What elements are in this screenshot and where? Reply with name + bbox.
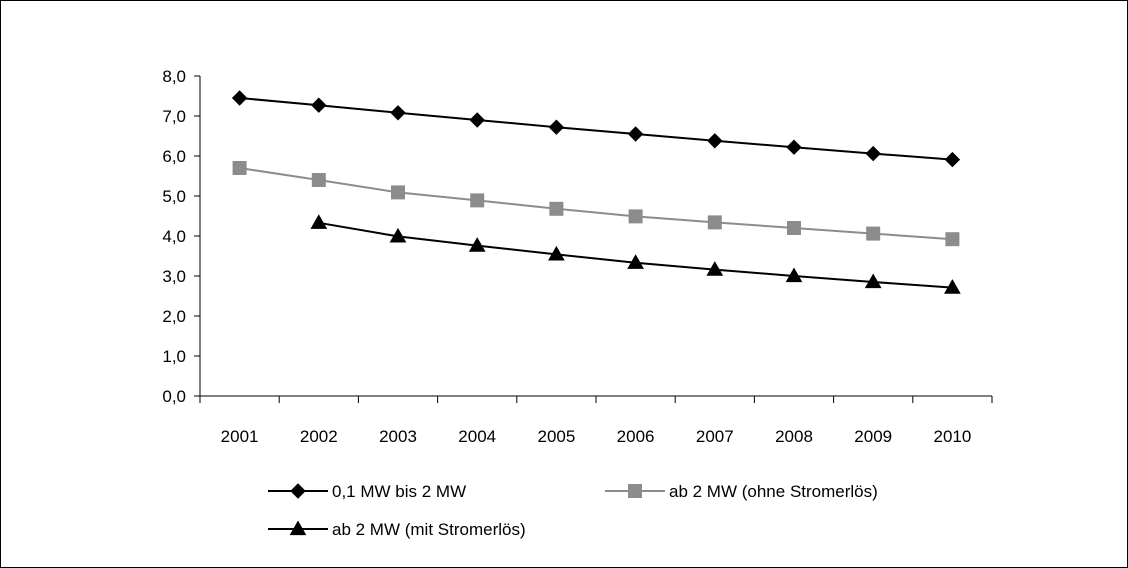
legend-entry-1: 0,1 MW bis 2 MW — [268, 482, 466, 501]
legend-entry-3: ab 2 MW (mit Stromerlös) — [268, 520, 526, 539]
series-line — [239, 97, 953, 161]
legend-entry-2: ab 2 MW (ohne Stromerlös) — [605, 482, 878, 501]
y-tick-label: 6,0 — [162, 147, 186, 166]
x-tick-label: 2008 — [775, 427, 813, 446]
series-line — [239, 167, 953, 241]
data-point — [391, 185, 405, 200]
data-point — [548, 119, 565, 135]
chart-axes: 0,0 1,0 2,0 3,0 4,0 5,0 6,0 7,0 8,0 2001 2002 2003 2… — [162, 67, 993, 446]
data-point — [627, 254, 644, 269]
data-point — [786, 139, 802, 155]
series-2 — [232, 161, 960, 247]
data-point — [390, 105, 406, 121]
y-tick-label: 4,0 — [162, 227, 186, 246]
data-point — [389, 227, 407, 243]
y-tick-label: 7,0 — [162, 107, 186, 126]
data-point — [311, 97, 327, 113]
data-point — [706, 261, 724, 276]
data-point — [469, 112, 485, 128]
y-tick-label: 2,0 — [162, 307, 186, 326]
legend-swatch-marker — [289, 520, 307, 536]
data-point — [468, 237, 486, 252]
x-tick-label: 2001 — [221, 427, 259, 446]
series-layer — [231, 90, 961, 294]
data-point — [787, 221, 801, 235]
data-point — [864, 273, 882, 289]
x-tick-label: 2009 — [854, 427, 892, 446]
legend-label: ab 2 MW (mit Stromerlös) — [332, 520, 526, 539]
data-point — [785, 267, 803, 283]
y-tick-label: 8,0 — [162, 67, 186, 86]
x-tick-label: 2004 — [458, 427, 496, 446]
data-point — [310, 214, 328, 229]
data-point — [707, 215, 722, 230]
x-tick-label: 2002 — [300, 427, 338, 446]
legend-label: ab 2 MW (ohne Stromerlös) — [669, 482, 878, 501]
legend: 0,1 MW bis 2 MW ab 2 MW (ohne Stromerlös)… — [268, 482, 878, 539]
data-point — [707, 133, 723, 149]
data-point — [232, 161, 247, 175]
x-tick-label: 2007 — [696, 427, 734, 446]
data-point — [944, 151, 961, 168]
y-tick-label: 0,0 — [162, 387, 186, 406]
x-tick-label: 2006 — [617, 427, 655, 446]
legend-swatch-marker — [628, 484, 642, 498]
y-tick-label: 5,0 — [162, 187, 186, 206]
data-point — [944, 279, 961, 294]
y-tick-label: 3,0 — [162, 267, 186, 286]
data-point — [470, 193, 485, 208]
data-point — [865, 145, 881, 162]
x-tick-label: 2010 — [933, 427, 971, 446]
data-point — [945, 232, 960, 247]
series-3 — [310, 214, 961, 294]
data-point — [549, 201, 564, 216]
data-point — [627, 126, 644, 142]
legend-swatch-marker — [290, 483, 306, 499]
legend-label: 0,1 MW bis 2 MW — [332, 482, 466, 501]
y-tick-label: 1,0 — [162, 347, 186, 366]
x-tick-label: 2003 — [379, 427, 417, 446]
data-point — [628, 209, 643, 224]
data-point — [548, 245, 565, 261]
data-point — [866, 226, 881, 241]
series-1 — [231, 90, 961, 168]
data-point — [311, 173, 326, 187]
x-tick-label: 2005 — [537, 427, 575, 446]
data-point — [231, 90, 248, 106]
